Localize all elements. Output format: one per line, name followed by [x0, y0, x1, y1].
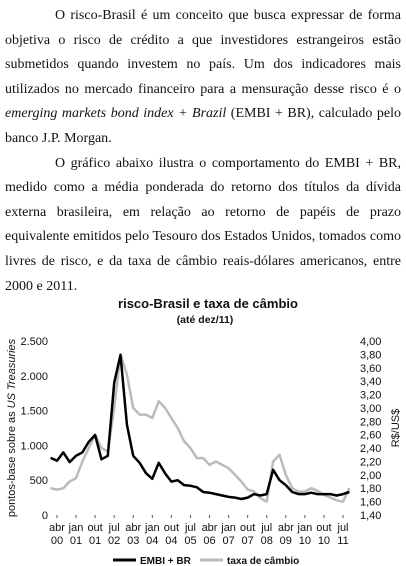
text-block: O risco-Brasil é um conceito que busca e… [5, 4, 401, 299]
x-tick-label: jul 11 [337, 522, 349, 547]
x-tick-label-line: out [316, 522, 331, 534]
x-tick-label-line: 08 [261, 535, 273, 547]
y2-tick-label: 2,80 [360, 416, 381, 428]
chart-subtitle: (até dez/11) [177, 314, 234, 326]
x-tick-label: jul 05 [184, 522, 197, 547]
x-tick-label: out 07 [240, 522, 255, 547]
paragraph: O gráfico abaixo ilustra o comportamento… [5, 152, 401, 300]
x-tick-label-line: out [87, 522, 102, 534]
x-tick-label-line: 09 [280, 535, 292, 547]
x-tick-label: out 01 [87, 522, 102, 547]
x-tick-label-line: 04 [165, 535, 177, 547]
x-tick-label: out 10 [316, 522, 331, 547]
x-tick-label-line: 03 [127, 535, 139, 547]
y2-tick-label: 2,60 [360, 430, 381, 442]
x-tick-label-line: abr [202, 522, 218, 534]
x-tick-label-line: abr [125, 522, 141, 534]
y2-axis-label: R$/US$ [390, 409, 402, 448]
x-tick-label-line: 10 [318, 535, 330, 547]
x-tick-label-line: 06 [203, 535, 215, 547]
y-tick-label: 1.500 [20, 406, 48, 418]
x-tick-label: abr 06 [202, 522, 218, 547]
y-tick-label: 0 [42, 510, 48, 522]
x-tick-label-line: jan [68, 522, 84, 534]
x-tick-label-line: 07 [222, 535, 234, 547]
x-tick-label: jul 08 [260, 522, 273, 547]
y-tick-label: 1.000 [20, 440, 48, 452]
y2-tick-label: 3,20 [360, 390, 381, 402]
y-axis-label-part: US Treasuries [6, 338, 18, 408]
x-tick-label: jan 07 [220, 522, 236, 547]
y2-tick-label: 3,80 [360, 349, 381, 361]
y2-tick-label: 1,40 [360, 510, 381, 522]
x-tick-label: jul 02 [108, 522, 121, 547]
x-tick-label-line: 01 [89, 535, 101, 547]
x-tick-label-line: jul [337, 522, 349, 534]
x-tick-label-line: abr [278, 522, 294, 534]
x-tick-label: abr 00 [49, 522, 65, 547]
x-tick-label-line: 01 [70, 535, 82, 547]
y-tick-label: 2.000 [20, 371, 48, 383]
text: O risco-Brasil é um conceito que busca e… [5, 8, 401, 97]
y2-tick-label: 2,00 [360, 470, 381, 482]
y2-tick-label: 2,20 [360, 456, 381, 468]
x-tick-label-line: jan [220, 522, 236, 534]
text: (EMBI + BR), calculado pelo banco J.P. M… [5, 106, 401, 146]
x-tick-label: out 04 [164, 522, 179, 547]
y2-tick-label: 3,40 [360, 376, 381, 388]
x-tick-label: jan 04 [144, 522, 160, 547]
x-tick-label-line: abr [49, 522, 65, 534]
legend-label: taxa de câmbio [227, 556, 299, 566]
y2-tick-label: 4,00 [360, 336, 381, 348]
x-tick-label-line: jan [297, 522, 313, 534]
x-tick-label-line: 11 [337, 535, 348, 547]
y-tick-label: 2.500 [20, 336, 48, 348]
x-tick-label-line: 10 [299, 535, 311, 547]
x-tick-label-line: 00 [51, 535, 63, 547]
series-line [50, 353, 350, 501]
x-tick-label: abr 03 [125, 522, 141, 547]
paragraph: O risco-Brasil é um conceito que busca e… [5, 4, 401, 152]
x-tick-label-line: 07 [242, 535, 254, 547]
chart-title: risco-Brasil e taxa de câmbio [118, 296, 298, 311]
x-tick-label-line: 04 [146, 535, 158, 547]
y2-tick-label: 3,60 [360, 363, 381, 375]
x-tick-label-line: jan [144, 522, 160, 534]
x-tick-label-line: out [240, 522, 255, 534]
x-tick-label-line: jul [184, 522, 196, 534]
y-axis-label-part: pontos-base sobre as [6, 408, 18, 517]
y2-tick-label: 3,00 [360, 403, 381, 415]
italic-text: emerging markets bond index + Brazil [5, 106, 227, 122]
x-tick-label: jan 01 [68, 522, 84, 547]
x-tick-label: abr 09 [278, 522, 294, 547]
x-tick-label-line: jul [108, 522, 120, 534]
x-tick-label-line: out [164, 522, 179, 534]
y-tick-label: 500 [30, 475, 48, 487]
legend-label: EMBI + BR [140, 556, 192, 566]
y2-tick-label: 1,80 [360, 483, 381, 495]
x-tick-label-line: 05 [184, 535, 196, 547]
y2-tick-label: 2,40 [360, 443, 381, 455]
y2-tick-label: 1,60 [360, 497, 381, 509]
x-tick-label-line: 02 [108, 535, 120, 547]
series-line [50, 353, 351, 503]
text: O gráfico abaixo ilustra o comportamento… [5, 155, 401, 294]
x-tick-label-line: jul [260, 522, 272, 534]
x-tick-label: jan 10 [297, 522, 313, 547]
y-axis-label: pontos-base sobre as US Treasuries [6, 338, 18, 517]
